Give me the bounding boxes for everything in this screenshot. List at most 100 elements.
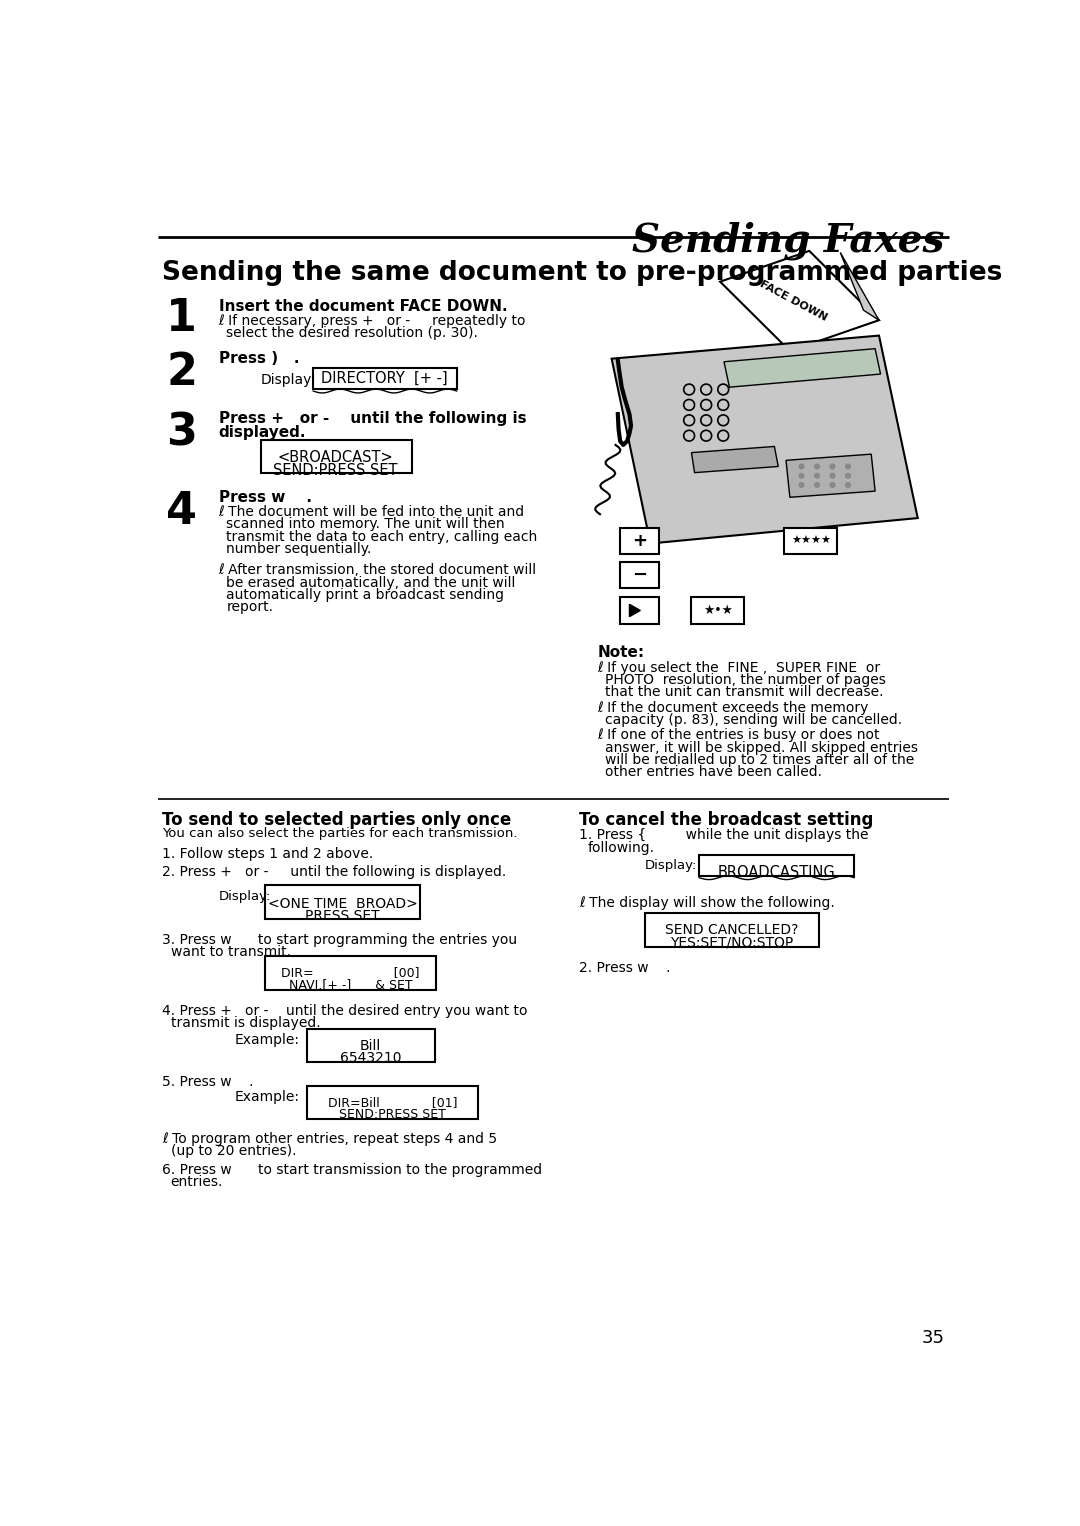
Bar	[266, 885, 420, 919]
Text: entries.: entries.	[171, 1175, 224, 1189]
Text: ℓ If the document exceeds the memory: ℓ If the document exceeds the memory	[597, 700, 869, 714]
Text: 1. Press {         while the unit displays the: 1. Press { while the unit displays the	[579, 829, 868, 842]
Circle shape	[799, 464, 804, 468]
Text: Sending the same document to pre-programmed parties: Sending the same document to pre-program…	[162, 259, 1002, 285]
Text: 1: 1	[166, 298, 197, 340]
Polygon shape	[611, 336, 918, 543]
Circle shape	[831, 473, 835, 478]
Bar	[620, 562, 659, 588]
Bar	[313, 368, 457, 389]
Text: other entries have been called.: other entries have been called.	[606, 765, 823, 780]
Text: 6. Press w      to start transmission to the programmed: 6. Press w to start transmission to the …	[162, 1163, 542, 1177]
Text: Display:: Display:	[218, 890, 271, 903]
Text: 2: 2	[166, 351, 197, 394]
Text: that the unit can transmit will decrease.: that the unit can transmit will decrease…	[606, 685, 883, 699]
Text: ℓ The document will be fed into the unit and: ℓ The document will be fed into the unit…	[218, 505, 525, 519]
Text: 2. Press w    .: 2. Press w .	[579, 961, 671, 975]
Text: number sequentially.: number sequentially.	[227, 542, 372, 555]
Text: ★•★: ★•★	[703, 604, 732, 617]
Bar	[266, 957, 435, 990]
Text: transmit is displayed.: transmit is displayed.	[171, 1016, 321, 1030]
Text: Example:: Example:	[234, 1033, 299, 1047]
Text: want to transmit.: want to transmit.	[171, 946, 291, 960]
Bar	[691, 597, 744, 624]
Text: SEND:PRESS SET: SEND:PRESS SET	[339, 1108, 446, 1122]
Polygon shape	[720, 250, 879, 351]
Text: Press +   or -    until the following is: Press + or - until the following is	[218, 410, 526, 426]
Text: SEND:PRESS SET: SEND:PRESS SET	[273, 462, 397, 478]
Text: Sending Faxes: Sending Faxes	[633, 221, 945, 259]
Bar	[620, 597, 659, 624]
Text: Bill: Bill	[360, 1039, 381, 1053]
Polygon shape	[724, 348, 880, 388]
Text: <ONE TIME  BROAD>: <ONE TIME BROAD>	[268, 897, 418, 911]
Text: 3: 3	[166, 410, 197, 455]
Text: FACE DOWN: FACE DOWN	[758, 279, 829, 324]
Text: <BROADCAST>: <BROADCAST>	[278, 450, 393, 465]
Circle shape	[831, 464, 835, 468]
Bar	[699, 855, 854, 876]
Text: Press )   .: Press ) .	[218, 351, 299, 366]
Bar	[260, 441, 411, 473]
Text: ★★★★: ★★★★	[791, 536, 831, 546]
Text: 4: 4	[166, 490, 197, 533]
Circle shape	[846, 482, 850, 487]
Text: 2. Press +   or -     until the following is displayed.: 2. Press + or - until the following is d…	[162, 865, 507, 879]
Text: automatically print a broadcast sending: automatically print a broadcast sending	[227, 588, 504, 603]
Text: Example:: Example:	[234, 1090, 299, 1105]
Text: displayed.: displayed.	[218, 424, 307, 439]
Text: 35: 35	[922, 1329, 945, 1347]
Text: following.: following.	[588, 841, 654, 855]
Text: DIR=Bill             [01]: DIR=Bill [01]	[327, 1096, 457, 1108]
Bar	[784, 528, 837, 554]
Text: NAVI.[+ -]      & SET: NAVI.[+ -] & SET	[288, 978, 413, 992]
Circle shape	[831, 482, 835, 487]
Text: −: −	[632, 566, 647, 584]
Circle shape	[846, 464, 850, 468]
Text: select the desired resolution (p. 30).: select the desired resolution (p. 30).	[227, 327, 478, 340]
Text: Note:: Note:	[597, 645, 645, 661]
Text: To send to selected parties only once: To send to selected parties only once	[162, 812, 511, 830]
Text: To cancel the broadcast setting: To cancel the broadcast setting	[579, 812, 874, 830]
Text: YES:SET/NO:STOP: YES:SET/NO:STOP	[670, 935, 794, 949]
Text: 5. Press w    .: 5. Press w .	[162, 1074, 254, 1088]
Text: capacity (p. 83), sending will be cancelled.: capacity (p. 83), sending will be cancel…	[606, 713, 903, 726]
Text: PHOTO  resolution, the number of pages: PHOTO resolution, the number of pages	[606, 673, 887, 687]
Polygon shape	[840, 252, 879, 320]
Text: ℓ If one of the entries is busy or does not: ℓ If one of the entries is busy or does …	[597, 728, 880, 742]
Text: scanned into memory. The unit will then: scanned into memory. The unit will then	[227, 517, 505, 531]
Text: transmit the data to each entry, calling each: transmit the data to each entry, calling…	[227, 530, 538, 543]
Text: answer, it will be skipped. All skipped entries: answer, it will be skipped. All skipped …	[606, 740, 918, 754]
Text: report.: report.	[227, 600, 273, 615]
Text: Display:: Display:	[645, 859, 698, 873]
Text: 6543210: 6543210	[340, 1051, 402, 1065]
Text: will be redialled up to 2 times after all of the: will be redialled up to 2 times after al…	[606, 752, 915, 768]
Circle shape	[814, 473, 820, 478]
Polygon shape	[691, 447, 779, 473]
Text: Display:: Display:	[260, 372, 315, 386]
Text: DIRECTORY  [+ -]: DIRECTORY [+ -]	[321, 371, 448, 386]
Bar	[307, 1085, 477, 1120]
Text: ℓ To program other entries, repeat steps 4 and 5: ℓ To program other entries, repeat steps…	[162, 1132, 497, 1146]
Text: SEND CANCELLED?: SEND CANCELLED?	[665, 923, 798, 937]
Text: Insert the document FACE DOWN.: Insert the document FACE DOWN.	[218, 299, 508, 314]
Text: ℓ If necessary, press +   or -     repeatedly to: ℓ If necessary, press + or - repeatedly …	[218, 314, 526, 328]
Bar	[645, 913, 820, 948]
Text: 4. Press +   or -    until the desired entry you want to: 4. Press + or - until the desired entry …	[162, 1004, 528, 1018]
Circle shape	[814, 482, 820, 487]
Polygon shape	[786, 455, 875, 497]
Text: Press w    .: Press w .	[218, 490, 312, 505]
Text: +: +	[632, 533, 647, 551]
Circle shape	[799, 482, 804, 487]
Text: PRESS SET: PRESS SET	[306, 909, 380, 923]
Text: DIR=                    [00]: DIR= [00]	[281, 966, 420, 980]
Circle shape	[814, 464, 820, 468]
Text: ℓ After transmission, the stored document will: ℓ After transmission, the stored documen…	[218, 563, 537, 577]
Text: You can also select the parties for each transmission.: You can also select the parties for each…	[162, 827, 517, 839]
Text: 1. Follow steps 1 and 2 above.: 1. Follow steps 1 and 2 above.	[162, 847, 374, 861]
Bar	[307, 1029, 435, 1062]
Polygon shape	[630, 604, 640, 617]
Text: 3. Press w      to start programming the entries you: 3. Press w to start programming the entr…	[162, 932, 517, 948]
Text: (up to 20 entries).: (up to 20 entries).	[171, 1144, 296, 1158]
Text: ℓ The display will show the following.: ℓ The display will show the following.	[579, 896, 835, 909]
